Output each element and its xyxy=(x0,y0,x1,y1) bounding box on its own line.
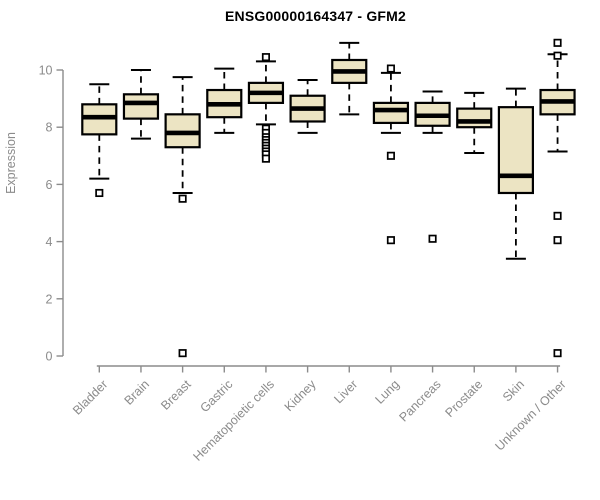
outlier-point xyxy=(553,51,562,60)
iqr-box xyxy=(372,101,410,125)
y-tick-label: 0 xyxy=(46,350,53,364)
y-tick-label: 4 xyxy=(46,235,53,249)
x-category-label: Brain xyxy=(122,377,153,408)
box-prostate xyxy=(456,91,493,154)
x-category-label: Liver xyxy=(331,377,360,406)
outlier-point xyxy=(261,53,270,62)
box-bladder xyxy=(81,83,118,198)
box-gastric xyxy=(206,67,243,134)
box-pancreas xyxy=(414,90,451,243)
x-category-label: Lung xyxy=(372,377,402,407)
outlier-point xyxy=(386,64,395,73)
box-skin xyxy=(497,87,534,260)
iqr-box xyxy=(456,107,493,129)
outlier-point xyxy=(95,188,104,198)
outlier-point xyxy=(553,211,562,220)
outlier-point xyxy=(553,349,562,358)
y-tick-label: 8 xyxy=(46,121,53,135)
x-category-label: Prostate xyxy=(443,377,486,420)
outlier-point xyxy=(386,151,395,160)
box-unknown-other xyxy=(539,38,576,358)
box-liver xyxy=(331,41,368,116)
outlier-point xyxy=(178,194,187,203)
x-category-label: Unknown / Other xyxy=(492,377,568,453)
x-category-label: Pancreas xyxy=(396,377,443,424)
x-category-label: Bladder xyxy=(70,377,110,417)
outlier-point xyxy=(428,234,437,243)
x-category-label: Hematopoietic cells xyxy=(191,377,278,464)
y-axis-title: Expression xyxy=(4,132,18,194)
box-lung xyxy=(372,64,410,245)
box-kidney xyxy=(289,79,326,134)
box-hematopoietic-cells xyxy=(247,53,285,163)
y-tick-label: 10 xyxy=(39,64,53,78)
chart-title: ENSG00000164347 - GFM2 xyxy=(224,8,407,24)
outlier-point xyxy=(261,154,270,163)
x-category-label: Skin xyxy=(500,377,527,404)
outlier-point xyxy=(553,38,562,47)
box-breast xyxy=(164,76,201,358)
y-tick-label: 6 xyxy=(46,178,53,192)
outlier-point xyxy=(178,349,187,358)
y-tick-label: 2 xyxy=(46,292,53,306)
outlier-point xyxy=(386,236,395,245)
outlier-point xyxy=(553,236,562,245)
x-category-label: Gastric xyxy=(198,377,236,415)
iqr-box xyxy=(122,93,160,120)
box-brain xyxy=(122,69,160,140)
x-category-label: Kidney xyxy=(282,377,319,414)
iqr-box xyxy=(497,106,534,195)
x-category-label: Breast xyxy=(158,377,194,413)
